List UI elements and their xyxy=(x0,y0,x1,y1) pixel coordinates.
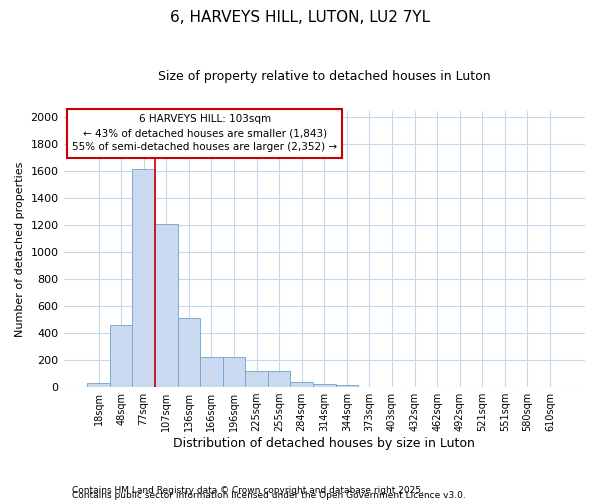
Bar xyxy=(290,382,313,387)
Text: 6 HARVEYS HILL: 103sqm
← 43% of detached houses are smaller (1,843)
55% of semi-: 6 HARVEYS HILL: 103sqm ← 43% of detached… xyxy=(72,114,337,152)
Bar xyxy=(178,318,200,387)
Bar xyxy=(223,358,245,387)
Bar xyxy=(268,371,290,387)
X-axis label: Distribution of detached houses by size in Luton: Distribution of detached houses by size … xyxy=(173,437,475,450)
Bar xyxy=(87,383,110,387)
Bar xyxy=(335,385,358,387)
Text: Contains HM Land Registry data © Crown copyright and database right 2025.: Contains HM Land Registry data © Crown c… xyxy=(72,486,424,495)
Bar xyxy=(313,384,335,387)
Title: Size of property relative to detached houses in Luton: Size of property relative to detached ho… xyxy=(158,70,491,83)
Text: 6, HARVEYS HILL, LUTON, LU2 7YL: 6, HARVEYS HILL, LUTON, LU2 7YL xyxy=(170,10,430,25)
Bar xyxy=(110,325,133,387)
Bar xyxy=(245,371,268,387)
Bar xyxy=(200,358,223,387)
Text: Contains public sector information licensed under the Open Government Licence v3: Contains public sector information licen… xyxy=(72,490,466,500)
Bar xyxy=(133,168,155,387)
Bar xyxy=(155,224,178,387)
Y-axis label: Number of detached properties: Number of detached properties xyxy=(15,161,25,336)
